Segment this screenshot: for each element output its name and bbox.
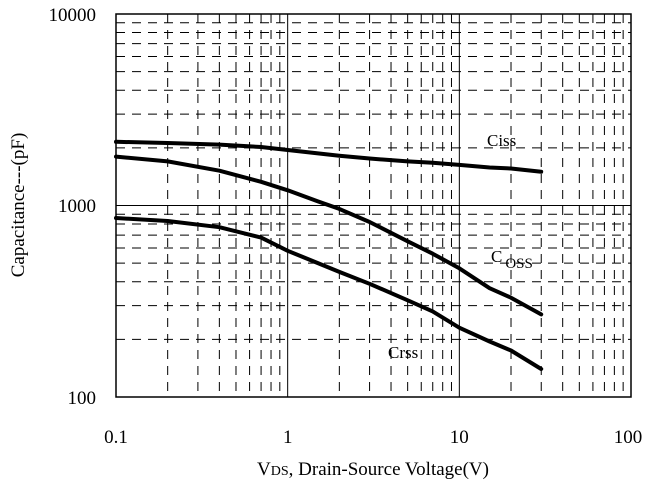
series-lines <box>114 139 544 371</box>
series-label-coss-sub: OSS <box>505 256 533 272</box>
series-labels: Ciss C OSS Crss <box>388 131 533 362</box>
y-axis-title: Capacitance---(pF) <box>8 133 29 278</box>
y-tick-label: 1000 <box>58 196 96 217</box>
x-tick-label: 0.1 <box>104 427 128 448</box>
series-label-coss-main: C <box>491 247 502 266</box>
y-tick-label: 10000 <box>49 5 97 26</box>
x-tick-label: 10 <box>450 427 469 448</box>
series-label-ciss: Ciss <box>487 131 516 150</box>
series-label-coss: C OSS <box>491 247 533 272</box>
series-line-coss <box>114 154 544 317</box>
x-axis-title: VDS, Drain-Source Voltage(V) <box>257 459 489 480</box>
series-line-ciss <box>114 139 544 174</box>
grid <box>116 14 631 397</box>
x-tick-label: 1 <box>283 427 293 448</box>
y-tick-label: 100 <box>68 388 97 409</box>
x-tick-label: 100 <box>614 427 643 448</box>
x-axis-title-subscript: DS <box>271 464 289 479</box>
plot-frame <box>115 13 632 398</box>
x-axis-title-rest: , Drain-Source Voltage(V) <box>289 459 489 480</box>
series-line-crss <box>114 216 544 371</box>
series-label-crss: Crss <box>388 343 418 362</box>
series-label-crss-main: Crss <box>388 343 418 362</box>
x-axis-title-prefix: V <box>257 459 271 480</box>
series-label-ciss-main: Ciss <box>487 131 516 150</box>
